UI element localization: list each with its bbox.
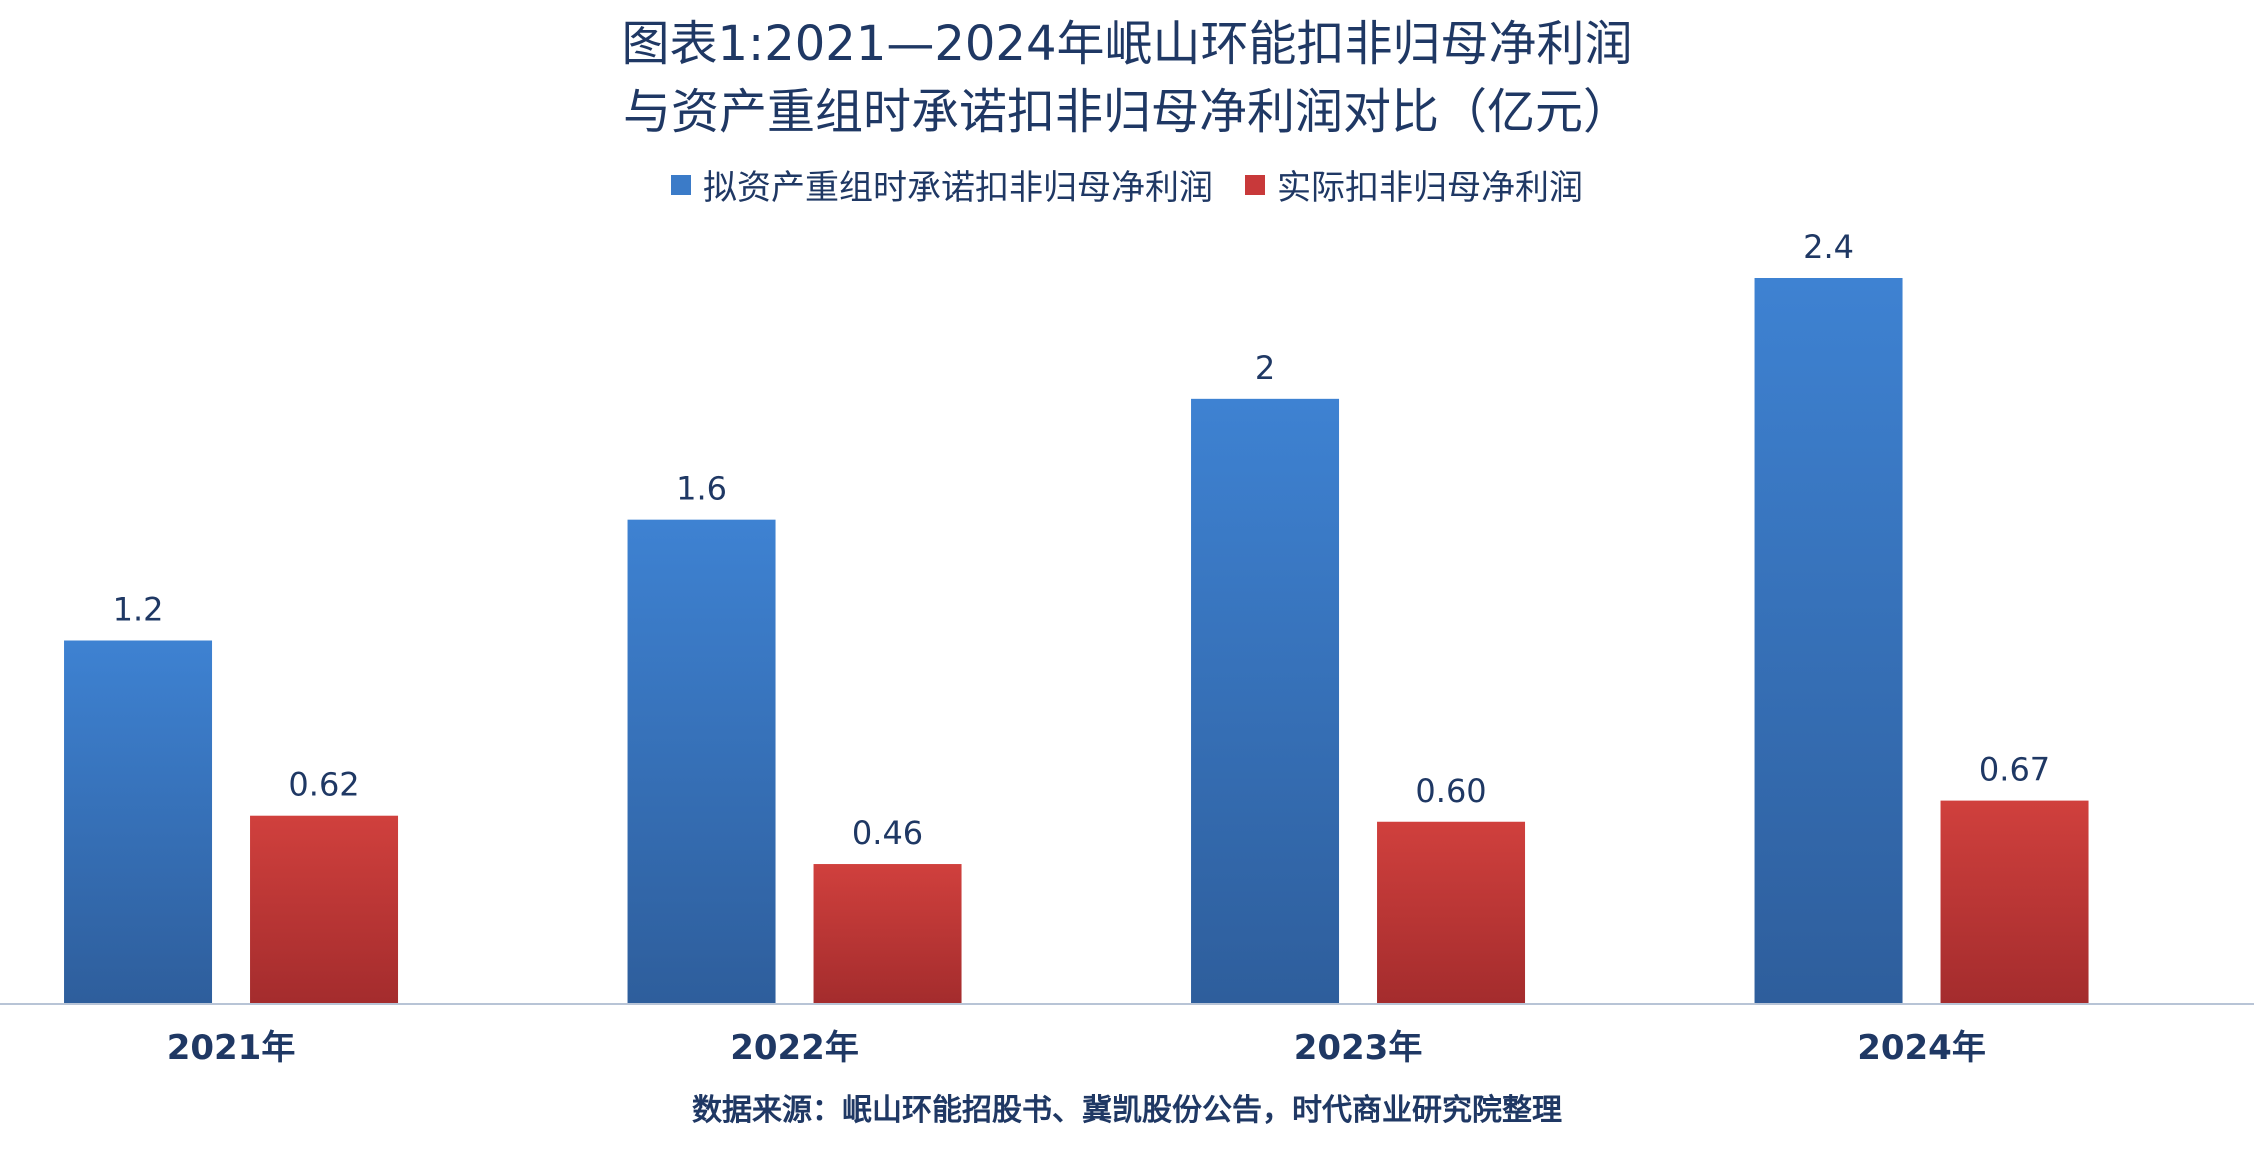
x-tick-label-4: 2024年: [1857, 1028, 1986, 1068]
chart-title-line1: 图表1:2021—2024年岷山环能扣非归母净利润: [621, 16, 1633, 72]
bar-promised-1: [64, 640, 213, 1003]
chart-title-line2: 与资产重组时承诺扣非归母净利润对比（亿元）: [622, 84, 1631, 140]
data-label-promised-1: 1.2: [113, 591, 164, 629]
bar-promised-2: [627, 519, 776, 1003]
data-label-actual-1: 0.62: [288, 766, 359, 804]
legend-swatch-actual: [1245, 174, 1265, 195]
x-tick-label-2: 2022年: [730, 1028, 859, 1068]
bar-promised-3: [1191, 398, 1340, 1003]
chart-legend: 拟资产重组时承诺扣非归母净利润 实际扣非归母净利润: [0, 160, 2254, 209]
data-source-note: 数据来源：岷山环能招股书、冀凯股份公告，时代商业研究院整理: [692, 1093, 1562, 1128]
bar-actual-2: [813, 864, 962, 1003]
legend-label-promised: 拟资产重组时承诺扣非归母净利润: [703, 168, 1213, 208]
bar-actual-3: [1377, 821, 1526, 1003]
legend-swatch-promised: [671, 174, 691, 195]
legend-item-promised: 拟资产重组时承诺扣非归母净利润: [671, 160, 1213, 209]
data-label-promised-4: 2.4: [1803, 228, 1854, 266]
legend-item-actual: 实际扣非归母净利润: [1245, 160, 1583, 209]
data-label-promised-3: 2: [1255, 349, 1275, 387]
bar-actual-4: [1940, 800, 2089, 1003]
chart-title: 图表1:2021—2024年岷山环能扣非归母净利润 与资产重组时承诺扣非归母净利…: [0, 10, 2254, 146]
bar-actual-1: [250, 815, 399, 1003]
data-label-actual-3: 0.60: [1415, 772, 1486, 810]
legend-label-actual: 实际扣非归母净利润: [1277, 168, 1583, 208]
bar-promised-4: [1754, 278, 1903, 1003]
x-tick-labels: 2021年 2022年 2023年 2024年: [167, 1028, 1986, 1068]
data-label-actual-2: 0.46: [852, 814, 923, 852]
x-tick-label-1: 2021年: [167, 1028, 296, 1068]
data-label-actual-4: 0.67: [1979, 751, 2050, 789]
bar-group: 1.2 0.62 1.6 0.46 2 0.60 2.4 0.67: [64, 228, 2089, 1003]
x-tick-label-3: 2023年: [1294, 1028, 1423, 1068]
data-label-promised-2: 1.6: [676, 470, 727, 508]
